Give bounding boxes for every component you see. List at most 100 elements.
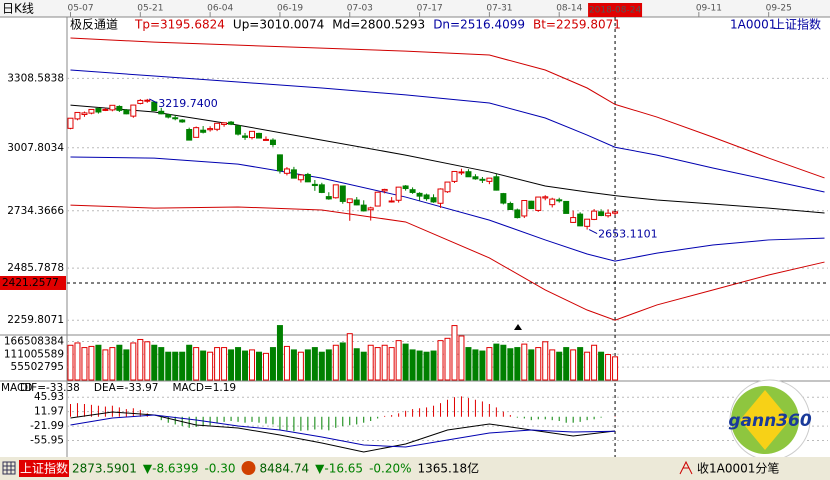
volume-bar: [570, 349, 577, 381]
candle-body: [416, 192, 423, 197]
x-tick-label: 06-04: [207, 4, 233, 14]
volume-bar: [556, 351, 563, 381]
line-series: [70, 204, 825, 321]
volume-bar: [290, 349, 297, 381]
candle-body: [367, 207, 374, 211]
indicator-param: Up=3010.0074: [233, 18, 324, 32]
candle-body: [130, 104, 137, 117]
candle-body: [102, 108, 109, 111]
candle-body: [332, 184, 339, 199]
volume-bar: [514, 347, 521, 381]
volume-bar: [528, 349, 535, 381]
volume-bar: [360, 351, 367, 381]
volume-bar: [228, 349, 235, 381]
volume-bar: [207, 351, 214, 381]
candle-body: [430, 197, 437, 203]
candle-body: [172, 117, 179, 120]
candle-body: [570, 217, 577, 223]
candle-body: [353, 199, 360, 206]
candle-body: [444, 181, 451, 193]
volume-bar: [409, 349, 416, 381]
candle-body: [577, 213, 584, 227]
status-right[interactable]: 收1A0001分笔: [697, 461, 779, 476]
candle-body: [74, 111, 81, 120]
indicator-param: Tp=3195.6824: [134, 18, 225, 32]
y-tick-label: 2734.3666: [7, 205, 64, 217]
volume-bar: [242, 350, 249, 381]
volume-bar: [269, 347, 276, 381]
volume-bar: [144, 341, 151, 381]
volume-bar: [402, 343, 409, 381]
candle-body: [402, 185, 409, 190]
y-tick-label: 3007.8034: [7, 142, 64, 154]
candle-body: [556, 199, 563, 202]
volume-bar: [325, 349, 332, 381]
volume-bar: [605, 354, 612, 381]
candle-body: [465, 171, 472, 178]
volume-bar: [123, 349, 130, 381]
y-tick-label: -21.99: [30, 420, 64, 432]
indicator-param: Dn=2516.4099: [433, 18, 525, 32]
volume-bar: [67, 344, 74, 381]
status-item: 8484.74: [260, 462, 310, 476]
candle-body: [186, 129, 193, 141]
candle-body: [123, 109, 130, 115]
indicator-param: Bt=2259.8071: [533, 18, 621, 32]
candle-body: [409, 189, 416, 193]
status-icon: [2, 461, 16, 475]
candle-body: [563, 200, 570, 214]
volume-bar: [151, 344, 158, 381]
volume-bar: [130, 342, 137, 381]
volume-bar: [200, 350, 207, 381]
volume-bar: [311, 347, 318, 381]
candle-body: [144, 99, 151, 102]
volume-bar: [437, 340, 444, 381]
volume-bar: [416, 350, 423, 381]
logo-text: gann360: [728, 411, 812, 431]
symbol-code: 1A0001: [730, 18, 776, 32]
candle-body: [283, 168, 290, 174]
volume-bar: [374, 347, 381, 381]
volume-bar: [214, 347, 221, 381]
volume-bar: [367, 344, 374, 381]
candle-body: [325, 196, 332, 200]
volume-bar: [598, 351, 605, 381]
candle-body: [158, 110, 165, 115]
candle-body: [151, 101, 158, 112]
volume-bar: [423, 351, 430, 381]
candle-body: [374, 191, 381, 207]
volume-bar: [249, 349, 256, 381]
candle-body: [521, 200, 528, 217]
candle-body: [500, 193, 507, 204]
volume-bar: [479, 350, 486, 381]
candle-body: [262, 138, 269, 141]
volume-bar: [172, 351, 179, 381]
volume-bar: [262, 352, 269, 381]
volume-bar: [95, 344, 102, 381]
candle-body: [311, 183, 318, 187]
volume-bar: [137, 338, 144, 381]
y-tick-label: 55502795: [11, 361, 64, 373]
candle-body: [549, 198, 556, 206]
logo: gann360: [728, 379, 812, 461]
annotation: 2653.1101: [598, 228, 658, 241]
candle-body: [193, 127, 200, 138]
volume-bar: [158, 347, 165, 381]
line-series: [70, 37, 825, 179]
candle-body: [116, 105, 123, 111]
candle-body: [598, 211, 605, 216]
candle-body: [395, 186, 402, 201]
window-title: 日K线: [2, 2, 34, 16]
candle-body: [514, 209, 521, 219]
candle-body: [528, 200, 535, 210]
status-right-icon: [679, 460, 693, 475]
volume-bar: [74, 342, 81, 381]
volume-bar: [549, 349, 556, 381]
volume-bar: [81, 347, 88, 381]
x-tick-label: 07-17: [417, 4, 443, 14]
candle-body: [88, 108, 95, 114]
y-tick-label: 111005589: [4, 348, 64, 360]
candle-body: [235, 125, 242, 135]
candle-body: [290, 169, 297, 179]
